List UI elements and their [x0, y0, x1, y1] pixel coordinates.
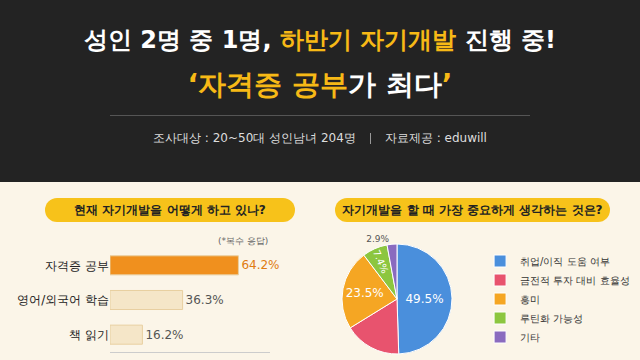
- svg-text:기타: 기타: [520, 332, 540, 343]
- html-text:조사대상 : 20~50대 성인남녀 204명: 조사대상 : 20~50대 성인남녀 204명: [153, 131, 356, 145]
- svg-text:2.9%: 2.9%: [366, 234, 389, 244]
- html-text:현재 자기개발을 어떻게 하고 있나?: 현재 자기개발을 어떻게 하고 있나?: [74, 203, 266, 217]
- html-text:성인 2명 중 1명,하반기 자기개발진행 중!: 성인 2명 중 1명,하반기 자기개발진행 중!: [84, 26, 556, 54]
- svg-text:자격증 공부: 자격증 공부: [45, 259, 109, 273]
- svg-text:흥미: 흥미: [520, 294, 540, 305]
- svg-text:16.2%: 16.2%: [145, 328, 183, 342]
- svg-text:루틴화 가능성: 루틴화 가능성: [520, 313, 583, 324]
- svg-text:금전적 투자 대비 효율성: 금전적 투자 대비 효율성: [520, 275, 630, 286]
- svg-text:23.5%: 23.5%: [346, 286, 384, 300]
- html-text:자기개발을 할 때 가장 중요하게 생각하는 것은?: 자기개발을 할 때 가장 중요하게 생각하는 것은?: [342, 203, 603, 217]
- svg-text:36.3%: 36.3%: [186, 293, 224, 307]
- svg-text:(*복수 응답): (*복수 응답): [218, 236, 268, 246]
- svg-text:책 읽기: 책 읽기: [69, 328, 109, 342]
- svg-text:영어/외국어 학습: 영어/외국어 학습: [17, 293, 109, 307]
- html-text:‘자격증 공부가 최다’: ‘자격증 공부가 최다’: [187, 68, 453, 101]
- svg-text:7.4%: 7.4%: [371, 248, 391, 275]
- svg-text:49.5%: 49.5%: [405, 292, 443, 306]
- html-text:자료제공 : eduwill: 자료제공 : eduwill: [384, 131, 487, 145]
- svg-text:64.2%: 64.2%: [241, 258, 279, 272]
- svg-text:취업/이직 도움 여부: 취업/이직 도움 여부: [520, 256, 610, 267]
